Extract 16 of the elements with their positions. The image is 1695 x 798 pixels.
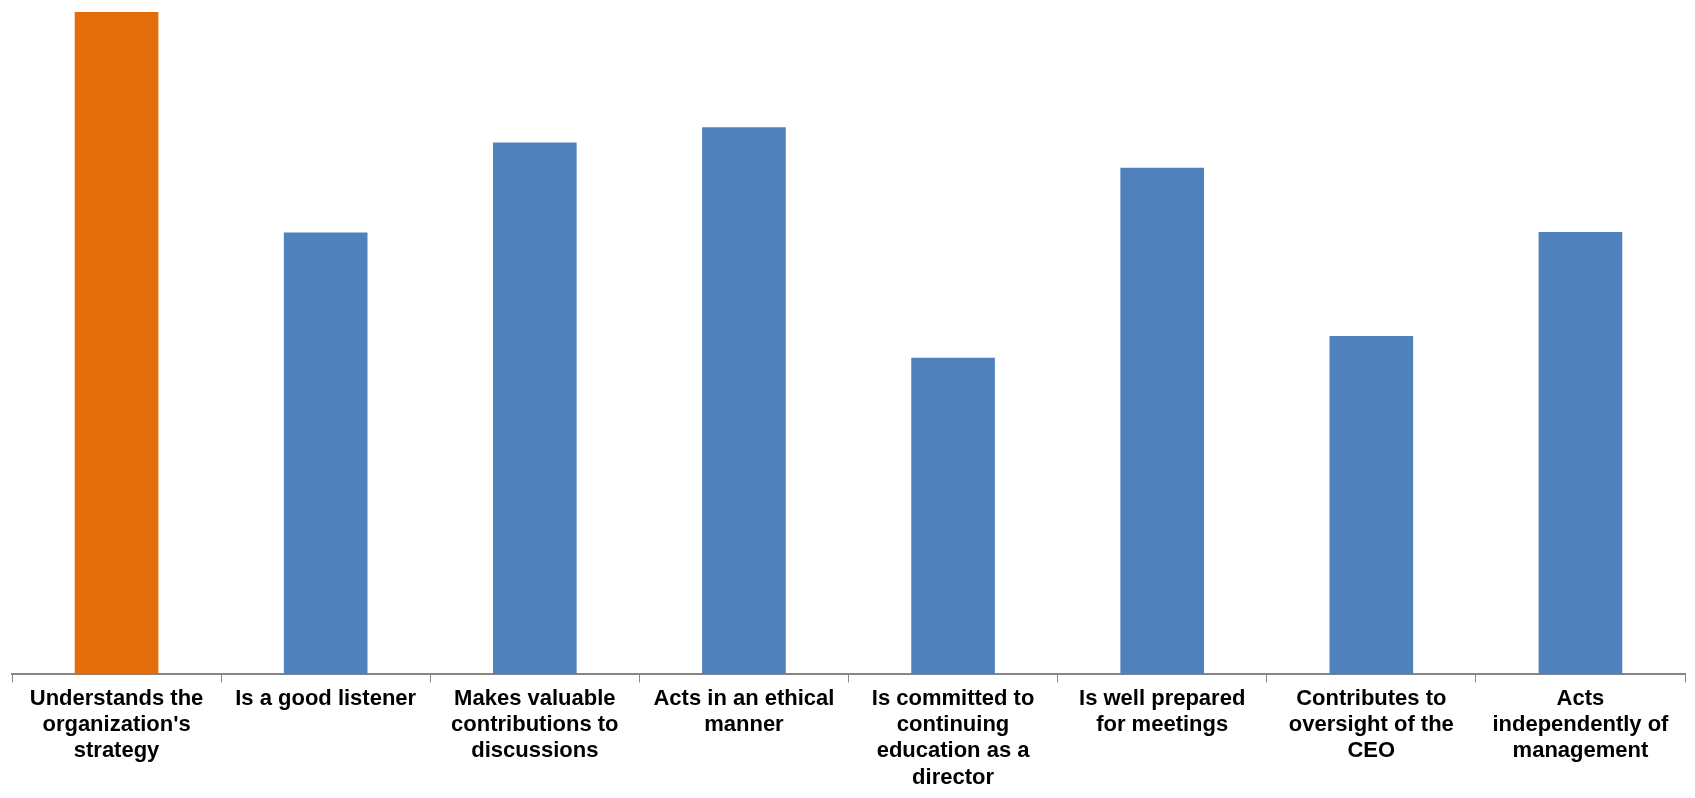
x-tick-label: Is well prepared for meetings [1079,684,1246,737]
x-tick-label: Understands the organization's strategy [29,684,204,763]
x-tick-label: Acts in an ethical manner [653,684,835,737]
bar [1538,231,1623,675]
bar [1120,167,1205,675]
x-tick-label: Is a good listener [235,684,417,710]
x-tick-label: Acts independently of management [1492,684,1670,763]
x-tick-label: Is committed to continuing education as a director [871,684,1035,789]
x-tick-label: Makes valuable contributions to discussions [451,684,619,763]
bar [911,357,995,675]
bar [492,142,577,675]
bar [283,232,368,675]
bar [1329,335,1414,675]
x-tick-label: Contributes to oversight of the CEO [1288,684,1454,763]
bar [74,12,159,675]
bar [702,127,786,675]
